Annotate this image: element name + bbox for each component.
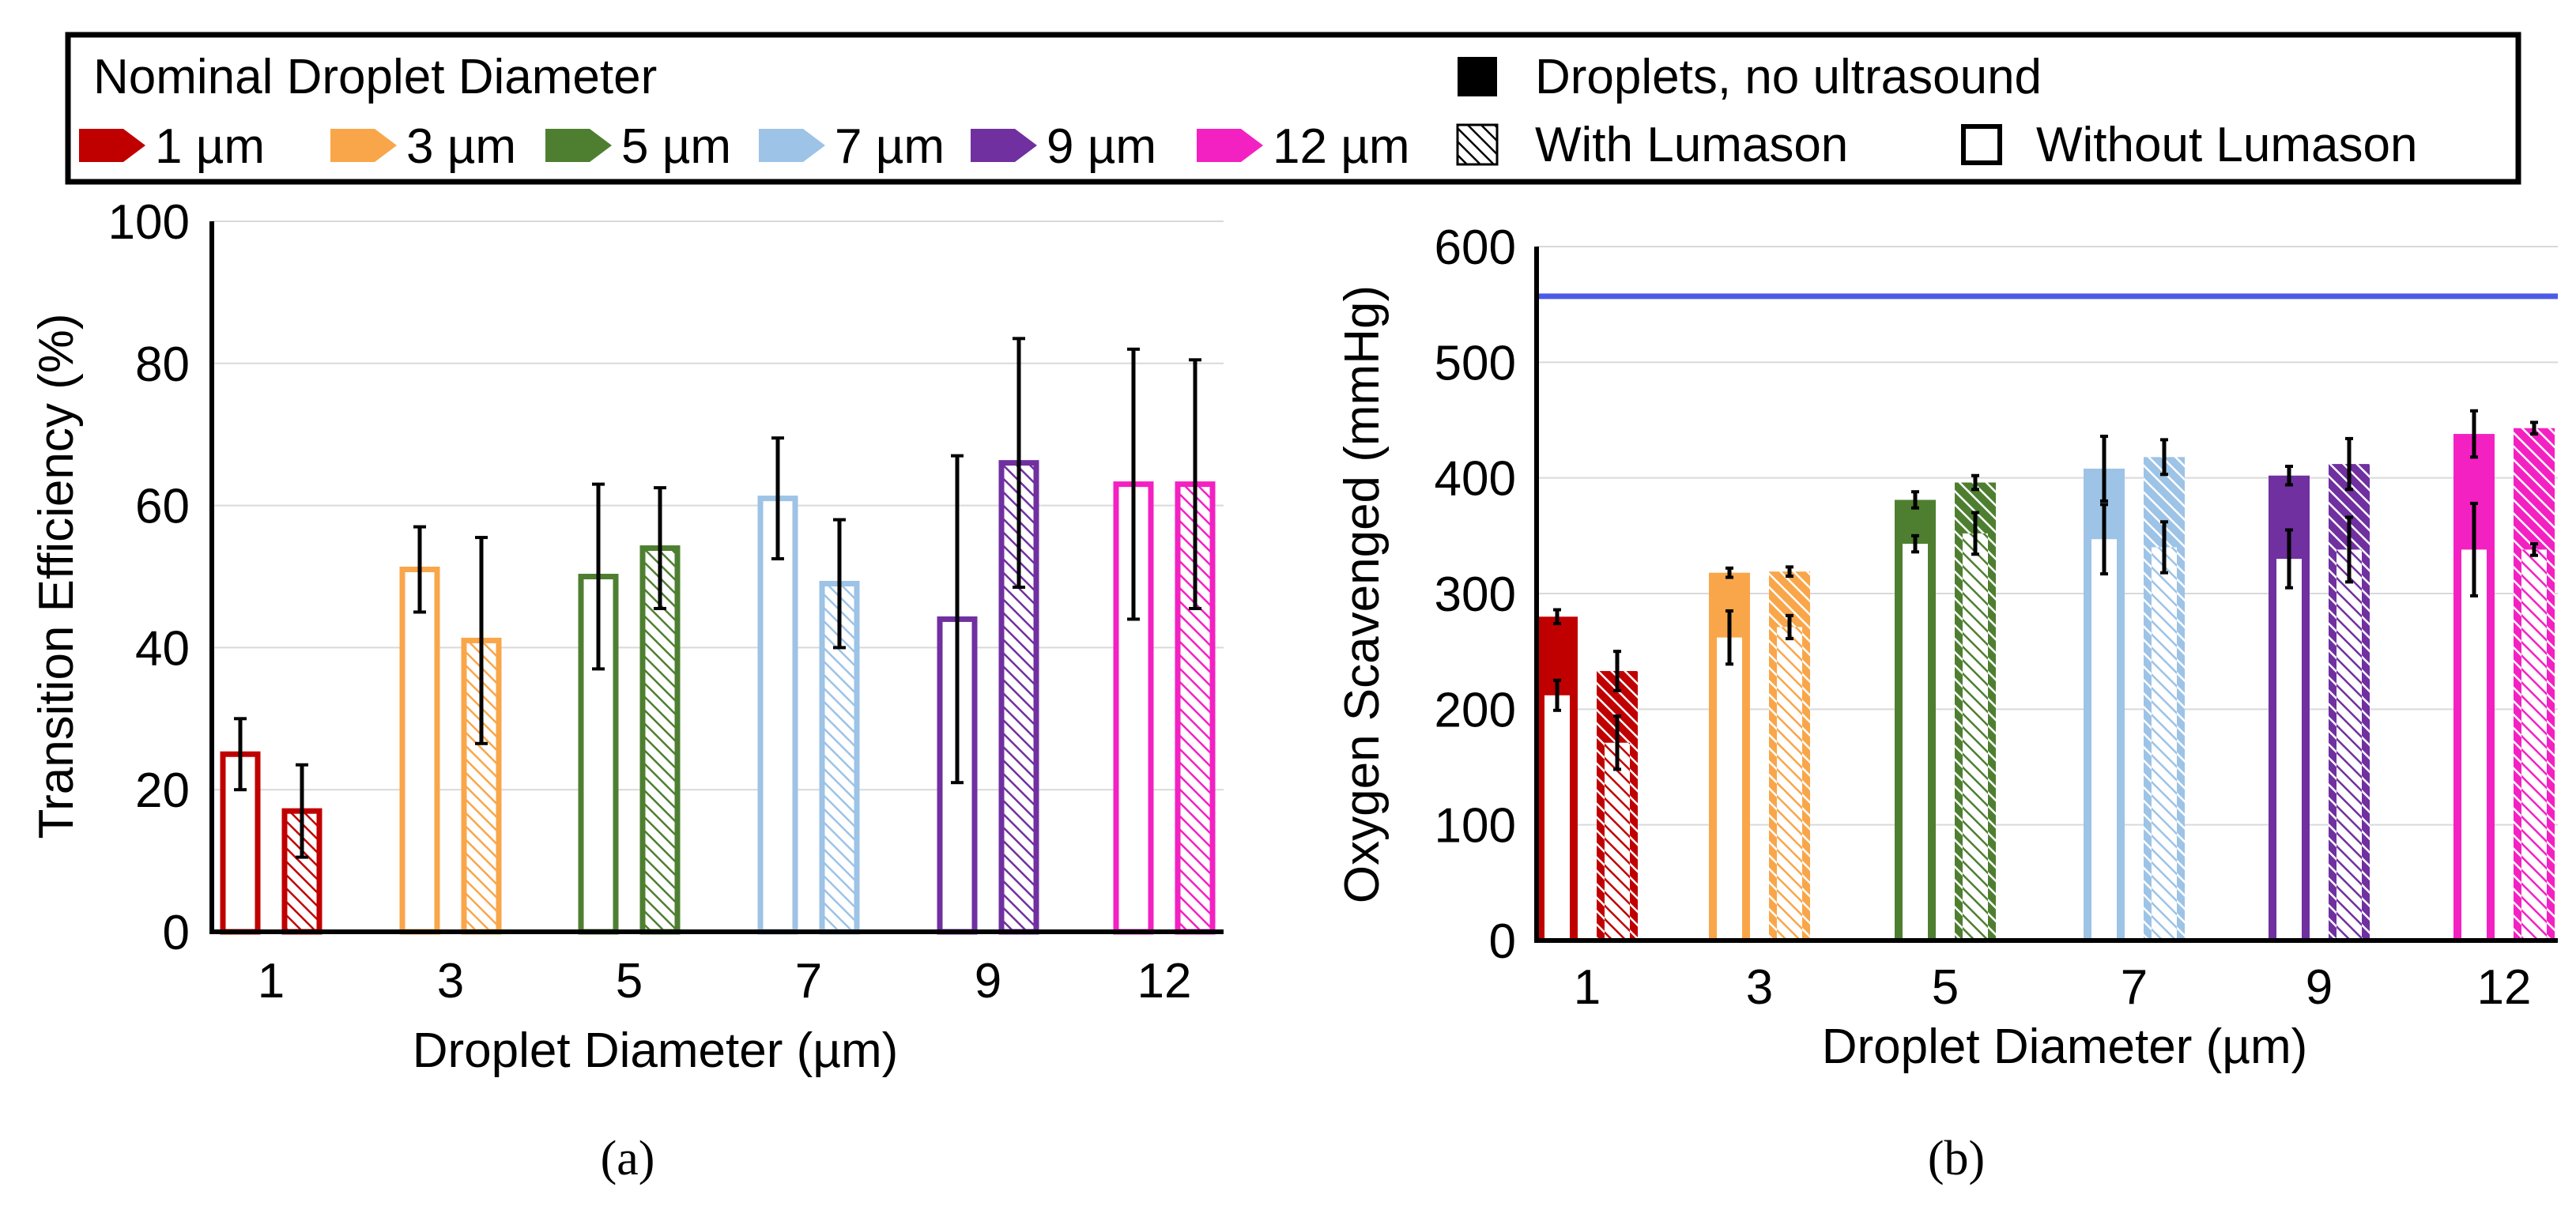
chart-a-x-ticks: 1 3 5 7 9 12 xyxy=(258,954,1192,1008)
legend-solid-label: Droplets, no ultrasound xyxy=(1535,50,2042,104)
y-tick-label: 60 xyxy=(135,480,190,534)
chart-a-y-ticks: 0 20 40 60 80 100 xyxy=(108,195,190,960)
chart-b-bars xyxy=(1537,409,2555,940)
legend-size-marker xyxy=(545,129,612,162)
chart-a-axes xyxy=(209,221,1224,934)
bar-inner xyxy=(2276,559,2302,940)
chart-b-y-ticks: 0 100 200 300 400 500 600 xyxy=(1435,221,1516,969)
bar-inner xyxy=(1777,627,1802,940)
x-tick-label: 5 xyxy=(616,954,643,1008)
legend-solid-swatch xyxy=(1458,57,1497,96)
y-tick-label: 20 xyxy=(135,763,190,818)
chart-a-y-label: Transition Efficiency (%) xyxy=(29,314,84,839)
y-tick-label: 400 xyxy=(1435,452,1516,507)
y-tick-label: 80 xyxy=(135,337,190,392)
chart-a-x-label: Droplet Diameter (µm) xyxy=(413,1023,899,1078)
y-tick-label: 100 xyxy=(1435,799,1516,854)
chart-a: 0 20 40 60 80 100 1 3 5 7 9 12 Transition Efficien… xyxy=(29,195,1224,1185)
legend-size-label: 7 µm xyxy=(835,119,945,174)
legend-open-label: Without Lumason xyxy=(2036,118,2417,172)
legend-size-label: 12 µm xyxy=(1273,119,1410,174)
legend-size-label: 5 µm xyxy=(621,119,731,174)
bar-inner xyxy=(2521,549,2547,940)
bar-inner xyxy=(1544,695,1570,940)
chart-b-y-label: Oxygen Scavenged (mmHg) xyxy=(1335,285,1390,903)
bar-inner xyxy=(1717,637,1742,940)
x-tick-label: 3 xyxy=(1746,960,1773,1015)
chart-a-panel-label: (a) xyxy=(601,1132,655,1185)
legend-size-marker xyxy=(759,129,825,162)
y-tick-label: 40 xyxy=(135,621,190,676)
bar-inner xyxy=(2461,549,2487,940)
bar-inner xyxy=(1605,742,1630,940)
chart-b: 0 100 200 300 400 500 600 1 3 5 7 9 12 Oxygen Scave… xyxy=(1335,221,2558,1185)
y-tick-label: 600 xyxy=(1435,221,1516,275)
chart-b-gridlines xyxy=(1537,246,2558,826)
x-tick-label: 7 xyxy=(2121,960,2148,1015)
legend: Nominal Droplet Diameter 1 µm 3 µm 5 µm 7 µ… xyxy=(65,32,2521,185)
y-tick-label: 0 xyxy=(1489,914,1516,969)
legend-open-swatch xyxy=(1961,124,2002,165)
y-tick-label: 100 xyxy=(108,195,190,250)
legend-size-marker xyxy=(1197,129,1263,162)
bar-inner xyxy=(2152,547,2177,940)
legend-size-items: 1 µm 3 µm 5 µm 7 µm 9 µm 12 µm xyxy=(79,119,1410,174)
bar-inner xyxy=(1903,544,1928,940)
x-tick-label: 1 xyxy=(258,954,285,1008)
y-tick-label: 500 xyxy=(1435,336,1516,390)
legend-size-label: 1 µm xyxy=(155,119,265,174)
bar-inner xyxy=(2091,539,2117,940)
x-tick-label: 5 xyxy=(1932,960,1959,1015)
chart-b-axes xyxy=(1534,247,2558,943)
bar xyxy=(399,567,440,935)
x-tick-label: 1 xyxy=(1574,960,1601,1015)
x-tick-label: 9 xyxy=(975,954,1001,1008)
legend-size-label: 9 µm xyxy=(1047,119,1156,174)
legend-size-marker xyxy=(79,129,145,162)
legend-title: Nominal Droplet Diameter xyxy=(93,50,657,104)
x-tick-label: 9 xyxy=(2306,960,2333,1015)
x-tick-label: 3 xyxy=(437,954,464,1008)
chart-b-x-label: Droplet Diameter (µm) xyxy=(1822,1020,2308,1074)
chart-b-panel-label: (b) xyxy=(1928,1132,1985,1185)
bar xyxy=(757,496,798,935)
y-tick-label: 200 xyxy=(1435,683,1516,737)
legend-hatched-label: With Lumason xyxy=(1535,118,1848,172)
x-tick-label: 12 xyxy=(2477,960,2532,1015)
x-tick-label: 7 xyxy=(795,954,822,1008)
chart-b-x-ticks: 1 3 5 7 9 12 xyxy=(1574,960,2532,1015)
y-tick-label: 0 xyxy=(163,906,190,960)
chart-a-gridlines xyxy=(212,221,1224,791)
bar-inner xyxy=(2337,549,2362,940)
legend-size-marker xyxy=(330,129,397,162)
legend-frame xyxy=(65,32,2521,185)
chart-a-bars xyxy=(220,337,1216,935)
legend-size-marker xyxy=(971,129,1037,162)
bar-inner xyxy=(1963,533,1988,940)
y-tick-label: 300 xyxy=(1435,567,1516,622)
legend-hatched-swatch xyxy=(1456,123,1499,166)
legend-size-label: 3 µm xyxy=(406,119,516,174)
x-tick-label: 12 xyxy=(1137,954,1192,1008)
